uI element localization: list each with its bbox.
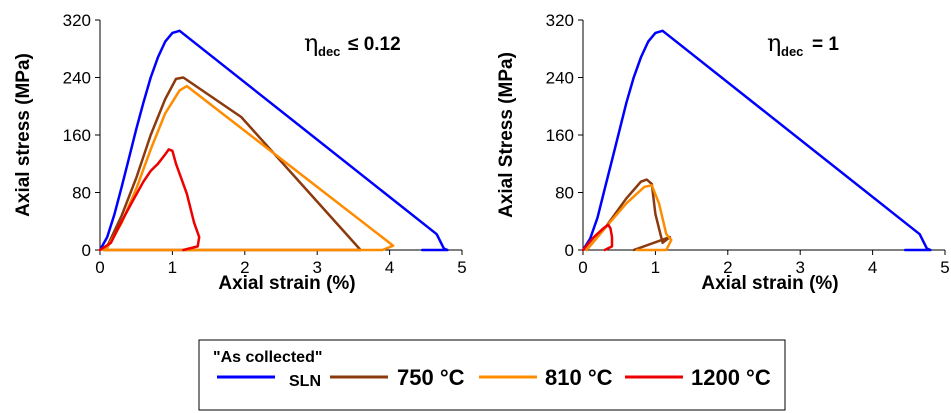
series-line-as-collected-sln (581, 29, 932, 252)
series-line-1200-c (98, 148, 201, 252)
chart-left-series (98, 29, 449, 252)
series-line-750-c (585, 178, 672, 252)
legend-label: 750 °C (397, 365, 465, 390)
x-tick-label: 4 (868, 258, 877, 277)
series-line-as-collected-sln (98, 29, 449, 252)
eta-symbol: η (304, 29, 318, 57)
legend-entry-1200: 1200 °C (625, 365, 771, 390)
legend-box (198, 339, 786, 411)
x-tick-label: 3 (312, 258, 321, 277)
chart-right-axes: 0 80 160 240 320 0 1 2 3 4 5 (546, 11, 950, 277)
eta-relation: ≤ 0.12 (348, 34, 401, 55)
chart-right-ylabel: Axial Stress (MPa) (496, 52, 517, 218)
y-tick-label: 240 (546, 69, 574, 88)
chart-left: 0 80 160 240 320 0 1 2 3 4 5 Axial stress (MPa) Ax… (13, 11, 467, 294)
x-tick-label: 1 (168, 258, 177, 277)
chart-left-axes: 0 80 160 240 320 0 1 2 3 4 5 (63, 11, 467, 277)
eta-symbol: η (767, 29, 781, 57)
x-tick-label: 1 (651, 258, 660, 277)
series-line-810-c (585, 184, 673, 252)
y-tick-label: 0 (82, 241, 91, 260)
x-tick-label: 4 (385, 258, 394, 277)
chart-right-series (581, 29, 932, 252)
legend-label-line1: "As collected" (213, 349, 322, 366)
legend: "As collected" SLN 750 °C 810 °C 1200 °C (198, 339, 786, 411)
series-line-750-c (98, 76, 362, 252)
y-tick-label: 320 (63, 11, 91, 30)
chart-right-annotation: η dec = 1 (767, 29, 839, 59)
chart-right: 0 80 160 240 320 0 1 2 3 4 5 Axial Stress (MPa) Ax… (496, 11, 950, 294)
x-tick-label: 0 (95, 258, 104, 277)
y-tick-label: 160 (546, 126, 574, 145)
x-tick-label: 5 (457, 258, 466, 277)
chart-right-xlabel: Axial strain (%) (701, 273, 838, 294)
eta-subscript: dec (781, 44, 803, 59)
x-tick-label: 0 (578, 258, 587, 277)
y-tick-label: 240 (63, 69, 91, 88)
legend-label: 1200 °C (691, 365, 771, 390)
eta-relation: = 1 (812, 34, 839, 55)
x-tick-label: 5 (940, 258, 949, 277)
y-tick-label: 320 (546, 11, 574, 30)
chart-left-xlabel: Axial strain (%) (218, 273, 355, 294)
series-line-1200-c (581, 223, 614, 252)
legend-label: 810 °C (545, 365, 613, 390)
y-tick-label: 160 (63, 126, 91, 145)
y-tick-label: 0 (565, 241, 574, 260)
legend-entry-810: 810 °C (479, 365, 613, 390)
series-line-810-c (98, 84, 395, 252)
chart-left-annotation: η dec ≤ 0.12 (304, 29, 401, 59)
y-tick-label: 80 (555, 184, 574, 203)
eta-subscript: dec (318, 44, 340, 59)
legend-label-line2: SLN (289, 373, 321, 390)
x-tick-label: 3 (795, 258, 804, 277)
chart-left-ylabel: Axial stress (MPa) (13, 53, 34, 217)
y-tick-label: 80 (72, 184, 91, 203)
x-tick-label: 2 (240, 258, 249, 277)
legend-entry-750: 750 °C (330, 365, 465, 390)
legend-entry-as-collected: "As collected" SLN (213, 349, 322, 390)
x-tick-label: 2 (723, 258, 732, 277)
